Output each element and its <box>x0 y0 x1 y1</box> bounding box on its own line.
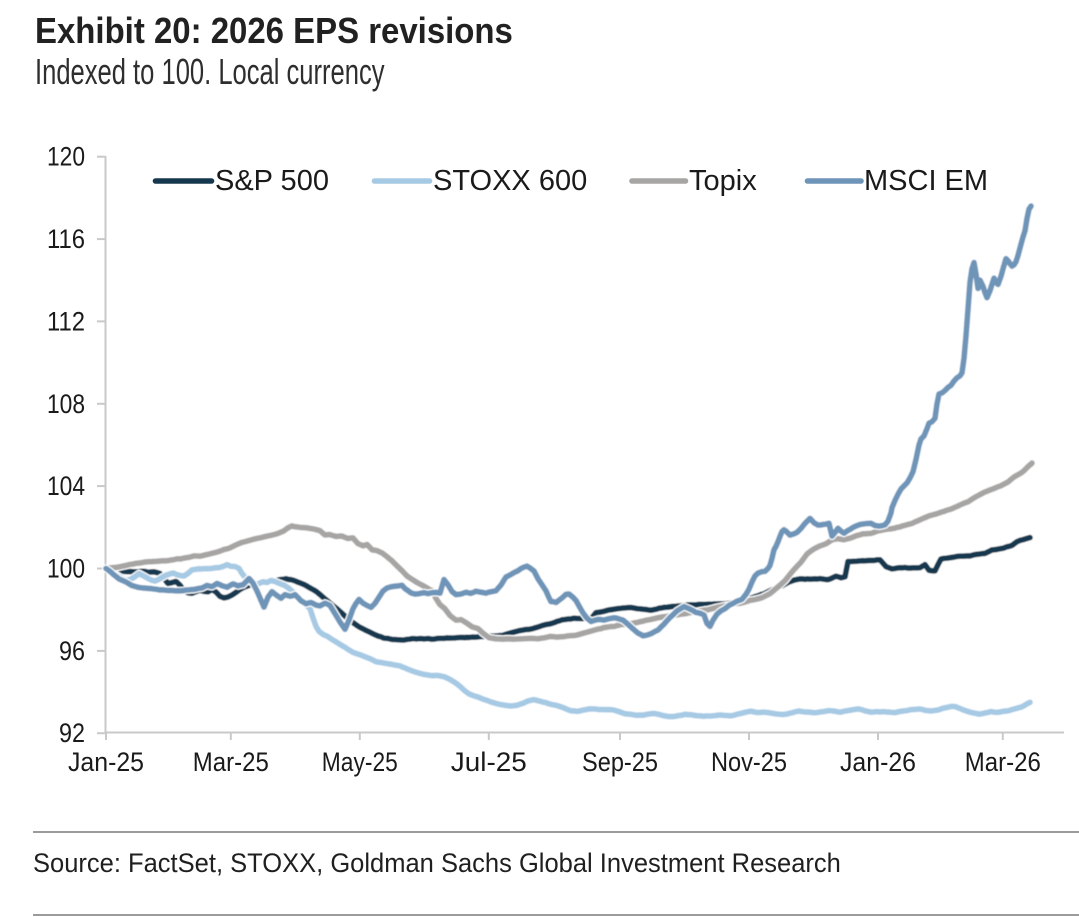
svg-text:STOXX 600: STOXX 600 <box>433 165 587 197</box>
svg-text:Mar-25: Mar-25 <box>193 747 269 777</box>
svg-text:120: 120 <box>47 142 85 172</box>
svg-text:Mar-26: Mar-26 <box>965 747 1041 777</box>
svg-text:112: 112 <box>47 306 85 336</box>
svg-text:May-25: May-25 <box>322 747 398 777</box>
svg-text:108: 108 <box>47 389 85 419</box>
svg-text:Jul-25: Jul-25 <box>451 747 527 777</box>
svg-text:MSCI EM: MSCI EM <box>864 165 988 197</box>
svg-text:Nov-25: Nov-25 <box>711 747 787 777</box>
svg-text:92: 92 <box>59 718 85 748</box>
svg-text:S&P 500: S&P 500 <box>215 165 329 197</box>
svg-text:96: 96 <box>59 636 85 666</box>
svg-text:100: 100 <box>47 554 85 584</box>
svg-text:116: 116 <box>47 224 85 254</box>
svg-text:Sep-25: Sep-25 <box>582 747 658 777</box>
svg-text:Jan-25: Jan-25 <box>68 747 144 777</box>
svg-text:104: 104 <box>47 471 85 501</box>
svg-text:Topix: Topix <box>689 165 757 197</box>
svg-text:Jan-26: Jan-26 <box>840 747 916 777</box>
